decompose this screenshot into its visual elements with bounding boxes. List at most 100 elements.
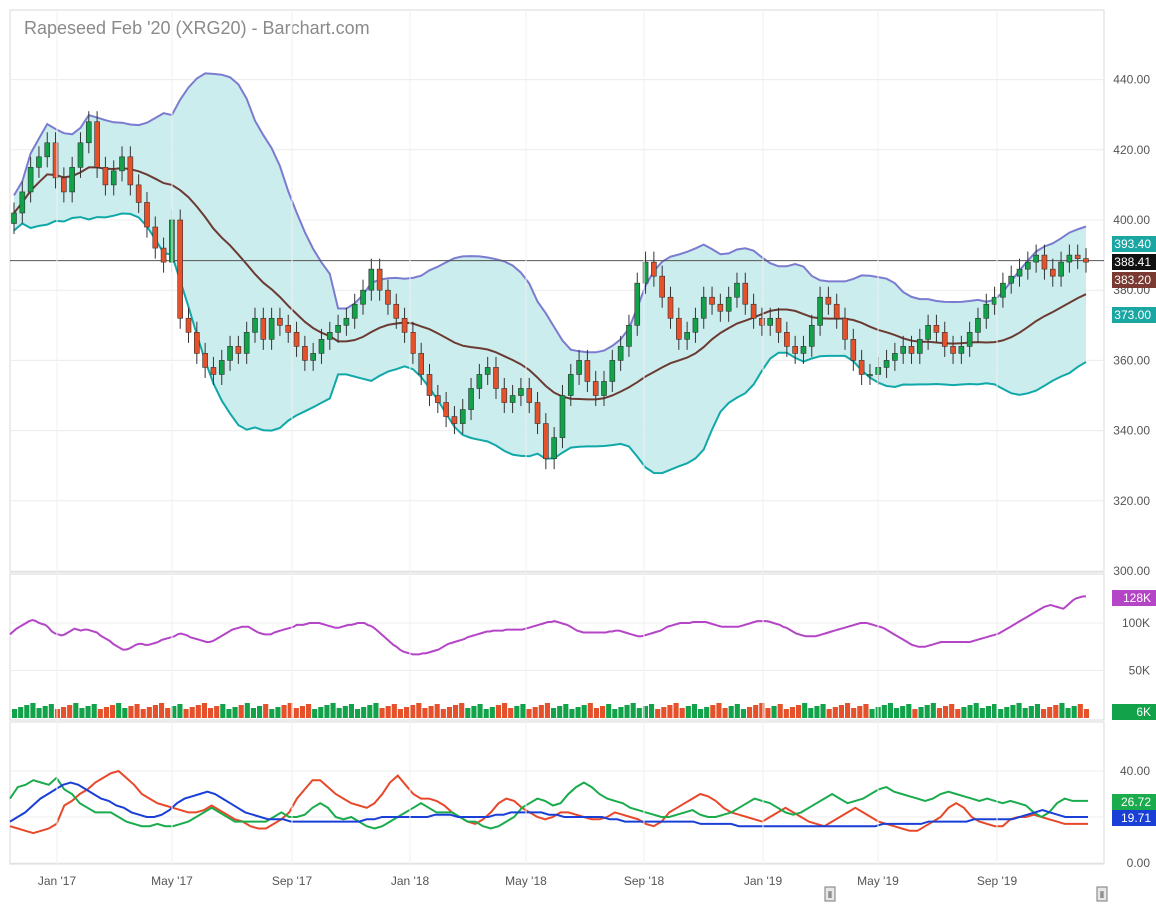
candle-body — [368, 268, 375, 291]
volume-bar — [336, 708, 342, 718]
candle-body — [651, 261, 657, 277]
volume-bar — [146, 707, 152, 718]
tag-volume-average: 128K — [1123, 591, 1151, 605]
candle-body — [509, 395, 516, 403]
volume-bar — [97, 709, 103, 718]
x-tick-label: May '17 — [151, 874, 193, 888]
volume-bar — [630, 703, 636, 718]
candle-body — [94, 121, 100, 168]
volume-bar — [569, 709, 575, 718]
volume-bar — [446, 707, 452, 718]
candle-body — [418, 353, 424, 375]
volume-bar — [575, 707, 581, 718]
candle-body — [293, 332, 300, 347]
candle-body — [160, 247, 167, 263]
volume-bar — [24, 705, 30, 718]
tag-upper-band-box — [1112, 236, 1156, 252]
candle-body — [759, 317, 765, 326]
candle-body — [19, 191, 26, 214]
candle-body — [351, 303, 358, 319]
volume-bar — [208, 708, 214, 718]
candle-body — [1008, 275, 1015, 284]
volume-bar — [244, 703, 250, 718]
candle-body — [61, 177, 67, 193]
candle-body — [218, 360, 225, 375]
volume-axis-labels: 100K 50K — [1122, 616, 1150, 678]
volume-bar — [728, 706, 734, 718]
volume-bar — [103, 707, 109, 718]
candle-body — [700, 296, 707, 319]
candle-body — [559, 395, 566, 438]
candle-body — [318, 339, 325, 354]
candle-body — [1033, 254, 1039, 263]
candle-body — [52, 142, 59, 179]
volume-bar — [673, 703, 679, 718]
volume-bar — [802, 703, 808, 718]
volume-bar — [912, 709, 918, 718]
candle-body — [684, 332, 690, 340]
candle-body — [443, 402, 449, 417]
candle-body — [1049, 268, 1056, 277]
volume-bar — [220, 704, 226, 718]
scroll-handle-right[interactable]: ⦀ — [1096, 886, 1108, 902]
candle-body — [27, 167, 34, 193]
volume-bar — [538, 705, 544, 718]
candle-body — [609, 360, 616, 382]
candle-body — [975, 317, 981, 333]
volume-bars — [12, 703, 1089, 718]
volume-bar — [557, 706, 563, 718]
candle-body — [144, 202, 150, 228]
dmi-tick-label: 40.00 — [1120, 764, 1150, 778]
candle-body — [518, 388, 524, 396]
volume-bar — [122, 708, 128, 718]
candle-body — [842, 317, 848, 340]
volume-bar — [324, 705, 330, 718]
volume-bar — [606, 704, 612, 718]
volume-bar — [287, 703, 293, 718]
price-tick-label: 440.00 — [1113, 73, 1150, 87]
x-tick-label: Jan '19 — [744, 874, 783, 888]
volume-bar — [1028, 706, 1034, 718]
volume-bar — [116, 703, 122, 718]
volume-bar — [73, 703, 79, 718]
tag-lower-band-box — [1112, 307, 1156, 323]
volume-average-polyline — [9, 595, 1086, 656]
volume-bar — [526, 709, 532, 718]
volume-bar — [777, 704, 783, 718]
candle-body — [667, 296, 674, 319]
price-axis-labels: 440.00420.00400.00380.00360.00340.00320.… — [1113, 73, 1150, 578]
volume-bar — [61, 707, 67, 718]
x-tick-label: Jan '17 — [38, 874, 77, 888]
tag-upper-band: 393.40 — [1114, 237, 1151, 251]
candle-body — [601, 381, 607, 396]
volume-bar — [67, 705, 73, 718]
candle-body — [185, 317, 192, 333]
volume-bar — [391, 704, 397, 718]
volume-bar — [636, 708, 642, 718]
volume-bar — [949, 704, 955, 718]
volume-bar — [955, 709, 961, 718]
volume-bar — [1071, 706, 1077, 718]
candle-body — [69, 167, 75, 193]
volume-bar — [1083, 709, 1089, 718]
x-axis-labels: Jan '17 May '17 Sep '17 Jan '18 May '18 Sep '… — [38, 10, 1017, 888]
tag-last-volume-box — [1112, 704, 1156, 720]
candle-body — [393, 303, 400, 319]
volume-bar — [1022, 708, 1028, 718]
dmi-value-tags: 26.72 19.71 — [1112, 794, 1156, 826]
price-tick-label: 340.00 — [1113, 424, 1150, 438]
volume-bar — [159, 703, 165, 718]
volume-bar — [685, 706, 691, 718]
volume-bar — [587, 703, 593, 718]
candle-body — [576, 360, 582, 375]
volume-bar — [649, 704, 655, 718]
volume-bar — [502, 703, 508, 718]
scroll-handle-left[interactable]: ⦀ — [824, 886, 836, 902]
volume-bar — [152, 705, 158, 718]
candle-body — [11, 212, 17, 224]
volume-bar — [416, 703, 422, 718]
volume-bar — [832, 707, 838, 718]
volume-bar — [1065, 708, 1071, 718]
volume-bar — [428, 706, 434, 718]
